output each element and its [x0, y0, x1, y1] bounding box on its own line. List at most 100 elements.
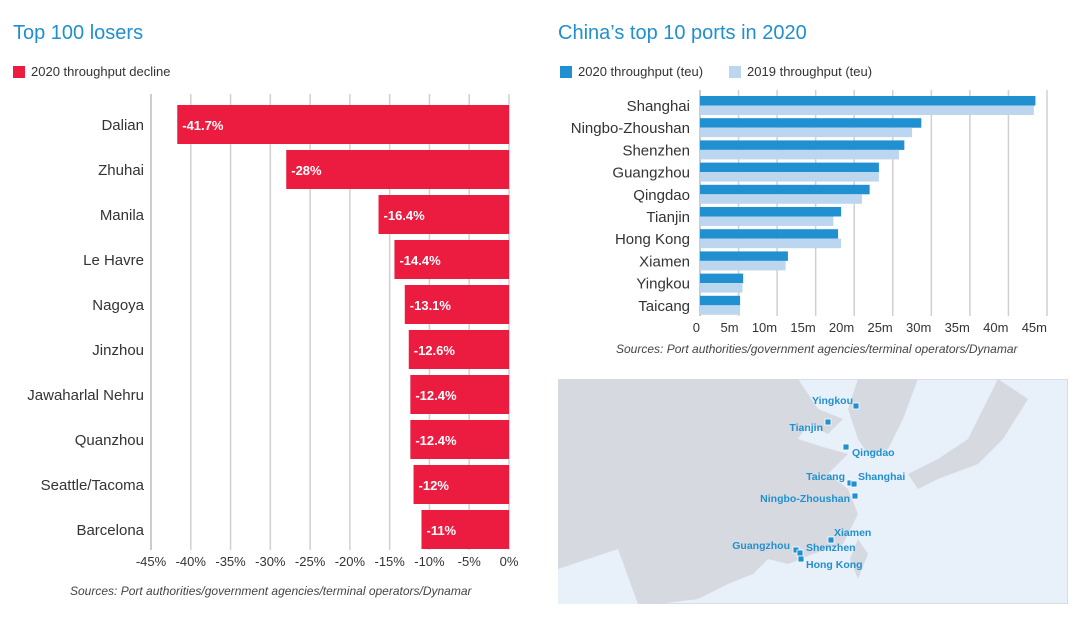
map-land-korea — [848, 379, 918, 454]
data-label: -12.6% — [414, 343, 456, 358]
bar — [421, 510, 509, 549]
data-label: -41.7% — [182, 118, 224, 133]
port-label: Shenzhen — [806, 542, 856, 554]
port-label: Shanghai — [858, 471, 905, 483]
bar-2020 — [700, 162, 879, 173]
x-tick-label: -35% — [215, 554, 246, 569]
legend-swatch-2019 — [729, 65, 742, 78]
category-label: Taicang — [638, 298, 690, 315]
bar-2019 — [700, 194, 862, 204]
port-label: Ningbo-Zhoushan — [760, 493, 850, 505]
data-label: -12.4% — [415, 433, 457, 448]
x-tick-label: -20% — [335, 554, 366, 569]
bar-2019 — [700, 127, 913, 138]
port-marker — [797, 555, 805, 563]
legend-label-2020: 2020 throughput (teu) — [578, 64, 704, 79]
bar-2020 — [700, 118, 922, 128]
x-tick-label: -10% — [414, 554, 445, 569]
ports-chart: 0 5m 10m 15m 20m 25m 30m 35m 40m 45m Shanghai Ningb… — [571, 90, 1048, 335]
data-label: -14.4% — [399, 253, 441, 268]
category-label: Le Havre — [83, 252, 144, 269]
category-label: Jawaharlal Nehru — [27, 387, 144, 404]
bar-2019 — [700, 149, 899, 160]
bar — [286, 150, 509, 189]
left-source: Sources: Port authorities/government age… — [70, 584, 472, 598]
ports-map: Yingkou Tianjin Qingdao Taicang Shanghai Ning… — [558, 379, 1068, 604]
map-land-south — [558, 549, 638, 604]
losers-chart: -45% -40% -35% -30% -25% -20% -15% -10% -5% 0% Dal… — [27, 94, 519, 569]
x-tick-label: 20m — [829, 320, 854, 335]
category-label: Ningbo-Zhoushan — [571, 120, 690, 137]
category-label: Tianjin — [646, 209, 690, 226]
category-label: Seattle/Tacoma — [41, 477, 145, 494]
category-label: Xiamen — [639, 253, 690, 270]
bar-2019 — [700, 216, 834, 226]
bar-2020 — [700, 184, 870, 195]
category-label: Qingdao — [633, 187, 690, 204]
map-land-china — [558, 379, 858, 604]
x-tick-label: 30m — [906, 320, 931, 335]
map-land-taiwan — [850, 539, 868, 579]
port-marker — [842, 443, 850, 451]
x-tick-label: 45m — [1022, 320, 1047, 335]
x-tick-label: 0% — [500, 554, 519, 569]
x-tick-label: -15% — [374, 554, 405, 569]
data-label: -11% — [426, 523, 456, 538]
category-label: Zhuhai — [98, 162, 144, 179]
data-label: -13.1% — [410, 298, 452, 313]
bar-2019 — [700, 105, 1034, 115]
right-source: Sources: Port authorities/government age… — [616, 342, 1018, 356]
port-marker — [824, 418, 832, 426]
x-tick-label: -25% — [295, 554, 326, 569]
category-label: Yingkou — [636, 276, 690, 293]
bar — [378, 195, 509, 234]
x-tick-label: 5m — [720, 320, 738, 335]
data-label: -12.4% — [415, 388, 457, 403]
legend-label-2019: 2019 throughput (teu) — [747, 64, 873, 79]
port-marker — [851, 492, 859, 500]
category-label: Manila — [100, 207, 145, 224]
bar-2019 — [700, 238, 842, 249]
bar-2020 — [700, 140, 905, 150]
port-marker — [827, 536, 835, 544]
bar — [408, 330, 509, 369]
category-label: Dalian — [101, 117, 144, 134]
bar-2019 — [700, 172, 879, 182]
x-tick-label: 10m — [752, 320, 777, 335]
x-tick-label: -40% — [176, 554, 207, 569]
category-label: Shanghai — [627, 98, 690, 115]
category-label: Guangzhou — [612, 165, 690, 182]
x-tick-label: -30% — [255, 554, 286, 569]
port-label: Qingdao — [852, 447, 895, 459]
category-label: Jinzhou — [92, 342, 144, 359]
bar-2020 — [700, 273, 744, 284]
bar — [410, 420, 509, 459]
bar-2019 — [700, 283, 743, 293]
x-tick-label: 0 — [693, 320, 700, 335]
right-legend: 2020 throughput (teu) 2019 throughput (t… — [560, 64, 872, 79]
x-tick-label: 15m — [790, 320, 815, 335]
port-label: Yingkou — [812, 395, 853, 407]
category-label: Shenzhen — [622, 142, 690, 159]
bar — [410, 375, 509, 414]
bar-2020 — [700, 295, 741, 306]
category-label: Nagoya — [92, 297, 144, 314]
port-label: Taicang — [806, 471, 845, 483]
port-label: Hong Kong — [806, 559, 863, 571]
bar — [413, 465, 509, 504]
bar — [177, 105, 509, 144]
bar-2020 — [700, 207, 842, 217]
left-legend: 2020 throughput decline — [13, 64, 171, 79]
category-label: Quanzhou — [75, 432, 144, 449]
port-label: Guangzhou — [732, 540, 790, 552]
right-chart-title: China’s top 10 ports in 2020 — [558, 22, 807, 44]
data-label: -28% — [291, 163, 322, 178]
x-tick-label: -5% — [458, 554, 482, 569]
bar-2020 — [700, 251, 788, 261]
legend-swatch-2020 — [560, 65, 572, 78]
port-marker — [852, 402, 860, 410]
bar-2019 — [700, 260, 786, 271]
bar — [404, 285, 509, 324]
bar — [394, 240, 509, 279]
map-land-japan — [908, 379, 1028, 489]
